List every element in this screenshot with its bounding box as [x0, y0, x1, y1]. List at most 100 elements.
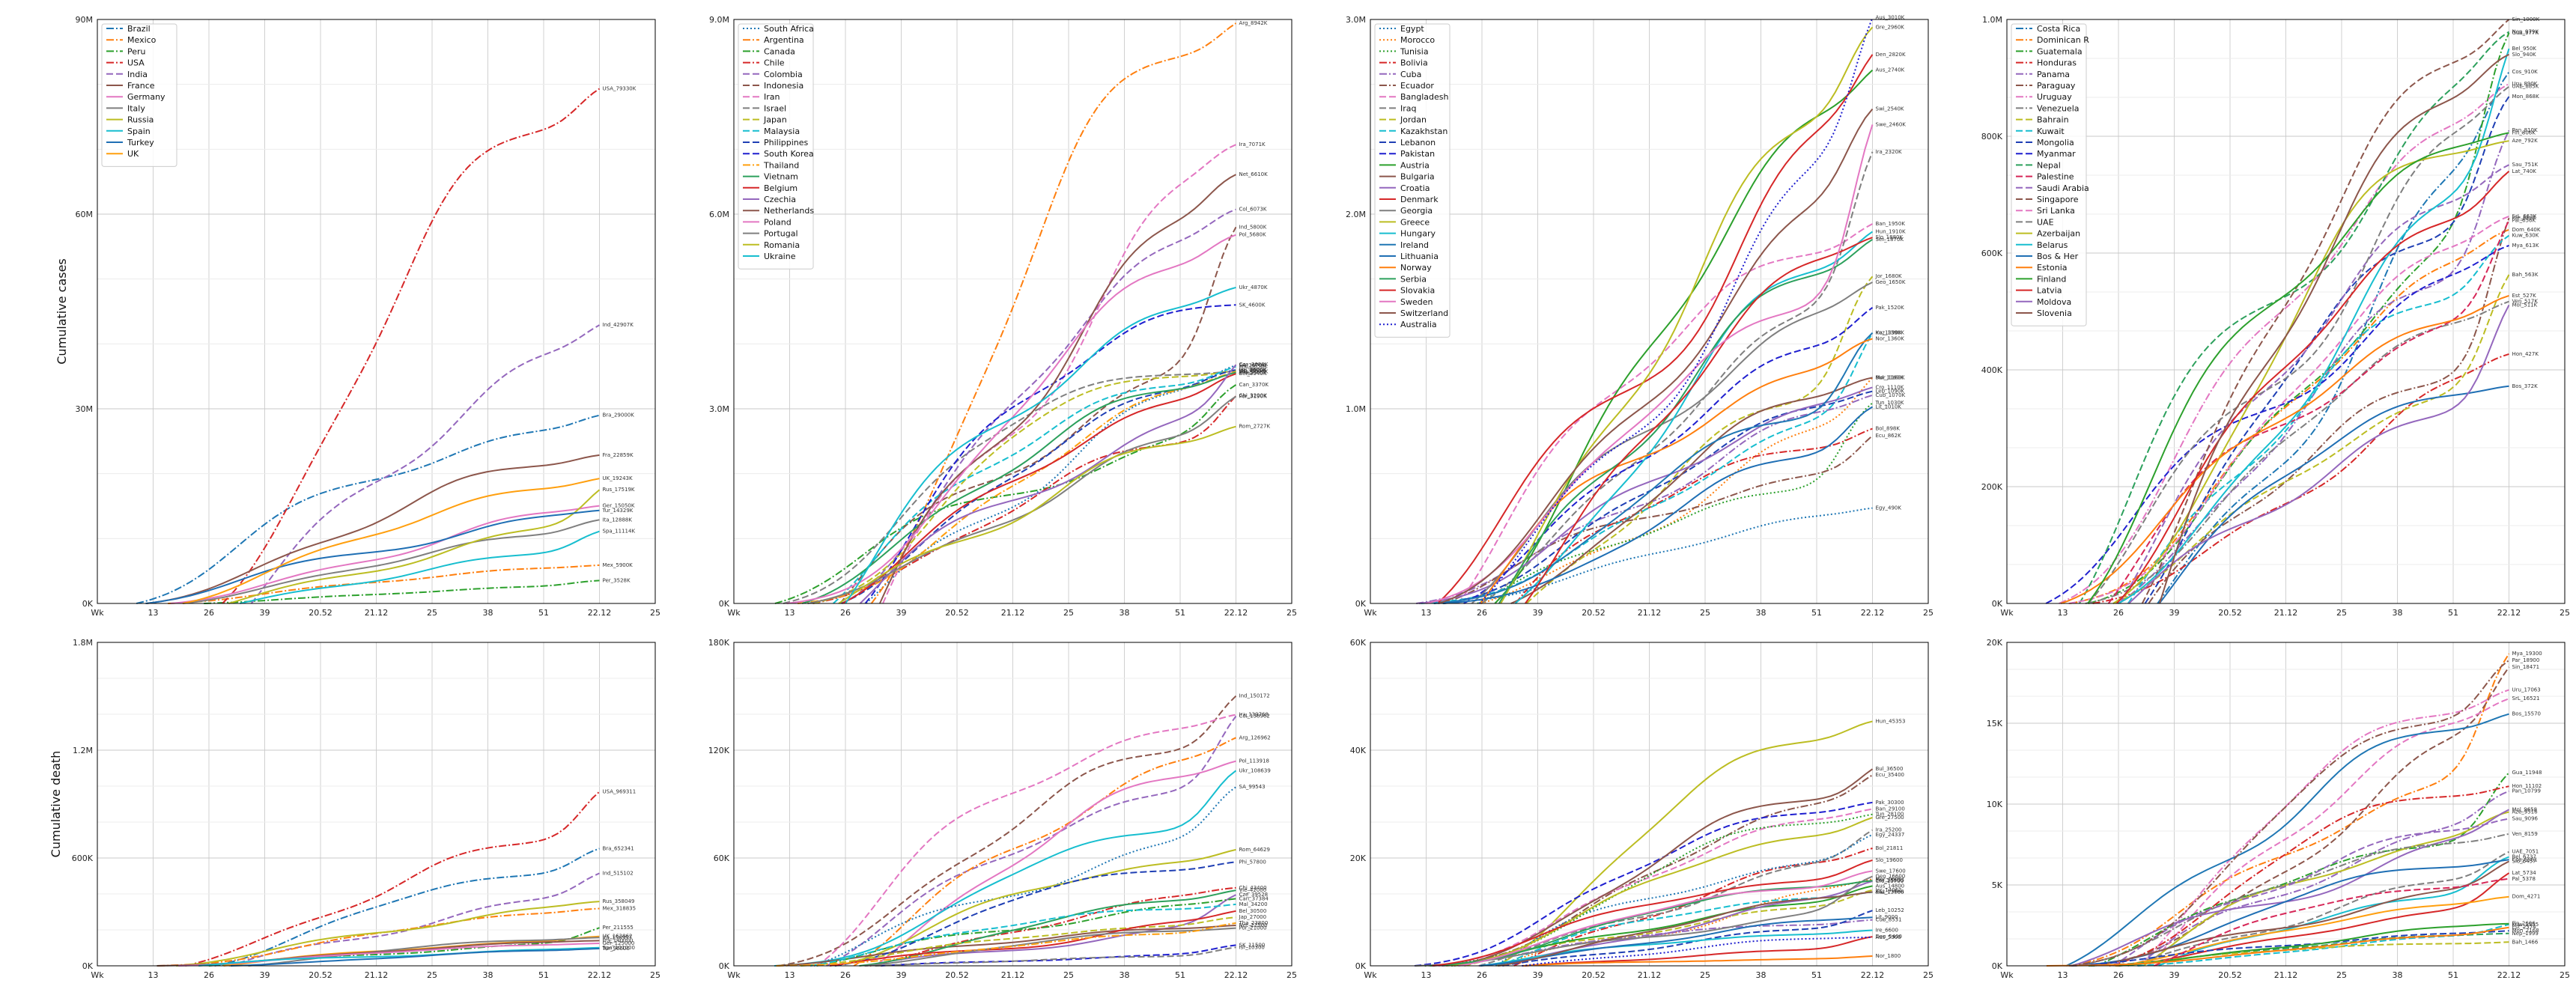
- end-data-label: Den_5400: [1876, 934, 1902, 940]
- series-line-tunisia: [1477, 402, 1874, 604]
- end-data-label: SrL_16521: [2512, 696, 2540, 702]
- legend-box: [1374, 23, 1450, 338]
- legend-entry: Bangladesh: [1400, 92, 1449, 102]
- end-data-label: Pol_113918: [1239, 758, 1269, 764]
- end-data-label: Aze_9516: [2512, 809, 2539, 815]
- x-tick-label: 25: [1287, 608, 1297, 618]
- legend-entry: Azerbaijan: [2037, 229, 2080, 239]
- x-tick-label: 20.52: [2218, 970, 2242, 980]
- series-line-slo_19600: [1432, 859, 1873, 967]
- legend-entry: Slovenia: [2037, 308, 2072, 318]
- end-data-label: Lat_740K: [2512, 168, 2537, 174]
- x-tick-label: 39: [896, 970, 907, 980]
- legend-entry: Croatia: [1400, 183, 1430, 193]
- series-line-sa_99543: [813, 786, 1237, 967]
- series-line-mongolia: [2144, 96, 2510, 604]
- end-data-label: Por_3190K: [1239, 394, 1267, 400]
- y-tick-label: 0K: [1355, 599, 1367, 609]
- series-line-gre_27500: [1446, 817, 1873, 967]
- x-tick-label: 13: [148, 970, 159, 980]
- legend-entry: Peru: [127, 46, 146, 56]
- series-line-ind_150172: [778, 695, 1237, 967]
- y-tick-label: 400K: [1981, 365, 2003, 375]
- end-data-label: Jor_14062: [1875, 887, 1902, 893]
- y-axis-label-cases: Cumulative cases: [55, 258, 69, 365]
- x-tick-label: 20.52: [1582, 608, 1606, 618]
- end-data-label: UAE_7051: [2512, 849, 2539, 855]
- x-tick-label: 25: [1287, 970, 1297, 980]
- series-line-egy_24337: [1495, 833, 1873, 967]
- y-tick-label: 60K: [1350, 638, 1367, 648]
- y-tick-label: 0K: [82, 599, 94, 609]
- legend-entry: South Korea: [764, 149, 814, 159]
- x-tick-label: 21.12: [1638, 970, 1662, 980]
- end-data-label: SrL_663K: [2512, 213, 2537, 219]
- end-data-label: Pal_656K: [2512, 217, 2536, 223]
- end-data-label: Bul_1160K: [1876, 374, 1904, 380]
- legend-entry: Iraq: [1400, 103, 1417, 113]
- y-tick-label: 1.2M: [73, 746, 93, 755]
- series-line-slovenia: [2158, 53, 2509, 604]
- end-data-label: Mya_19300: [2512, 651, 2542, 657]
- series-line-spain: [240, 530, 600, 604]
- x-tick-label: 51: [538, 970, 549, 980]
- y-tick-label: 0K: [719, 961, 730, 971]
- end-data-label: Can_3370K: [1239, 382, 1269, 388]
- series-line-swi_13700: [1498, 891, 1873, 967]
- legend-entry: Philippines: [764, 138, 809, 147]
- x-tick-label: 25: [2560, 970, 2570, 980]
- end-data-label: Bol_21811: [1876, 845, 1904, 851]
- end-data-label: Rus_17519K: [603, 487, 635, 493]
- legend-entry: Turkey: [127, 138, 154, 147]
- end-data-label: Mor_16051: [1876, 876, 1905, 882]
- x-tick-label: Wk: [91, 608, 104, 618]
- legend-entry: Germany: [127, 92, 165, 102]
- end-data-label: Bra_652341: [603, 845, 634, 851]
- series-line-russia: [228, 489, 601, 604]
- series-line-fin_2606: [2118, 922, 2509, 967]
- end-data-label: Cro_15700: [1876, 878, 1904, 884]
- series-line-hon_11102: [2109, 785, 2509, 967]
- x-tick-label: 25: [1700, 970, 1710, 980]
- x-tick-label: 39: [2169, 970, 2180, 980]
- y-tick-label: 1.8M: [73, 638, 93, 648]
- end-data-label: Ban_1950K: [1876, 221, 1906, 227]
- end-data-label: Mor_1160K: [1876, 374, 1906, 380]
- chart-panel-6: Wk 13 26 39 20.52 21.12 25 38 51 22.12 25 0K 60K 120K…: [708, 638, 1297, 980]
- x-tick-label: 21.12: [365, 970, 389, 980]
- end-data-label: Phi_57800: [1239, 859, 1266, 865]
- legend-entry: Poland: [764, 217, 792, 227]
- end-data-label: Ind_515102: [603, 870, 634, 876]
- end-data-label: Cze_39528: [1239, 892, 1269, 898]
- x-tick-label: 22.12: [588, 608, 612, 618]
- end-data-label: Isr_3580K: [1239, 368, 1266, 374]
- x-tick-label: Wk: [91, 970, 104, 980]
- legend-entry: Venezuela: [2037, 103, 2080, 113]
- end-data-label: Bel_6737: [2512, 854, 2536, 859]
- series-line-isr_10300: [875, 946, 1236, 967]
- end-data-label: Kaz_1390K: [1876, 330, 1905, 336]
- end-data-label: Cze_3680K: [1239, 362, 1269, 368]
- series-line-bulgaria: [1510, 377, 1873, 604]
- series-line-pak_30300: [1414, 801, 1873, 967]
- end-data-label: Mex_318835: [603, 905, 637, 911]
- legend-entry: Bolivia: [1400, 58, 1428, 68]
- end-data-label: Jor_1680K: [1875, 273, 1903, 279]
- x-tick-label: 51: [1175, 970, 1185, 980]
- series-line-latvia: [2115, 171, 2510, 604]
- y-tick-label: 3.0M: [709, 404, 729, 414]
- end-data-label: Ukr_4870K: [1239, 285, 1268, 290]
- legend-entry: Iran: [764, 92, 780, 102]
- end-data-label: USA_79330K: [603, 85, 637, 91]
- series-line-spa_101000: [198, 946, 600, 967]
- x-tick-label: 20.52: [309, 608, 332, 618]
- end-data-label: Slo_6457: [2512, 859, 2536, 865]
- x-tick-label: 26: [2113, 970, 2124, 980]
- legend-entry: Dominican R: [2037, 35, 2089, 45]
- y-tick-label: 0K: [719, 599, 730, 609]
- series-line-tur_96000: [230, 948, 600, 967]
- chart-panel-4: Wk 13 26 39 20.52 21.12 25 38 51 22.12 25 0K 200K 400…: [1981, 15, 2570, 618]
- series-line-aus_5300: [1522, 936, 1873, 967]
